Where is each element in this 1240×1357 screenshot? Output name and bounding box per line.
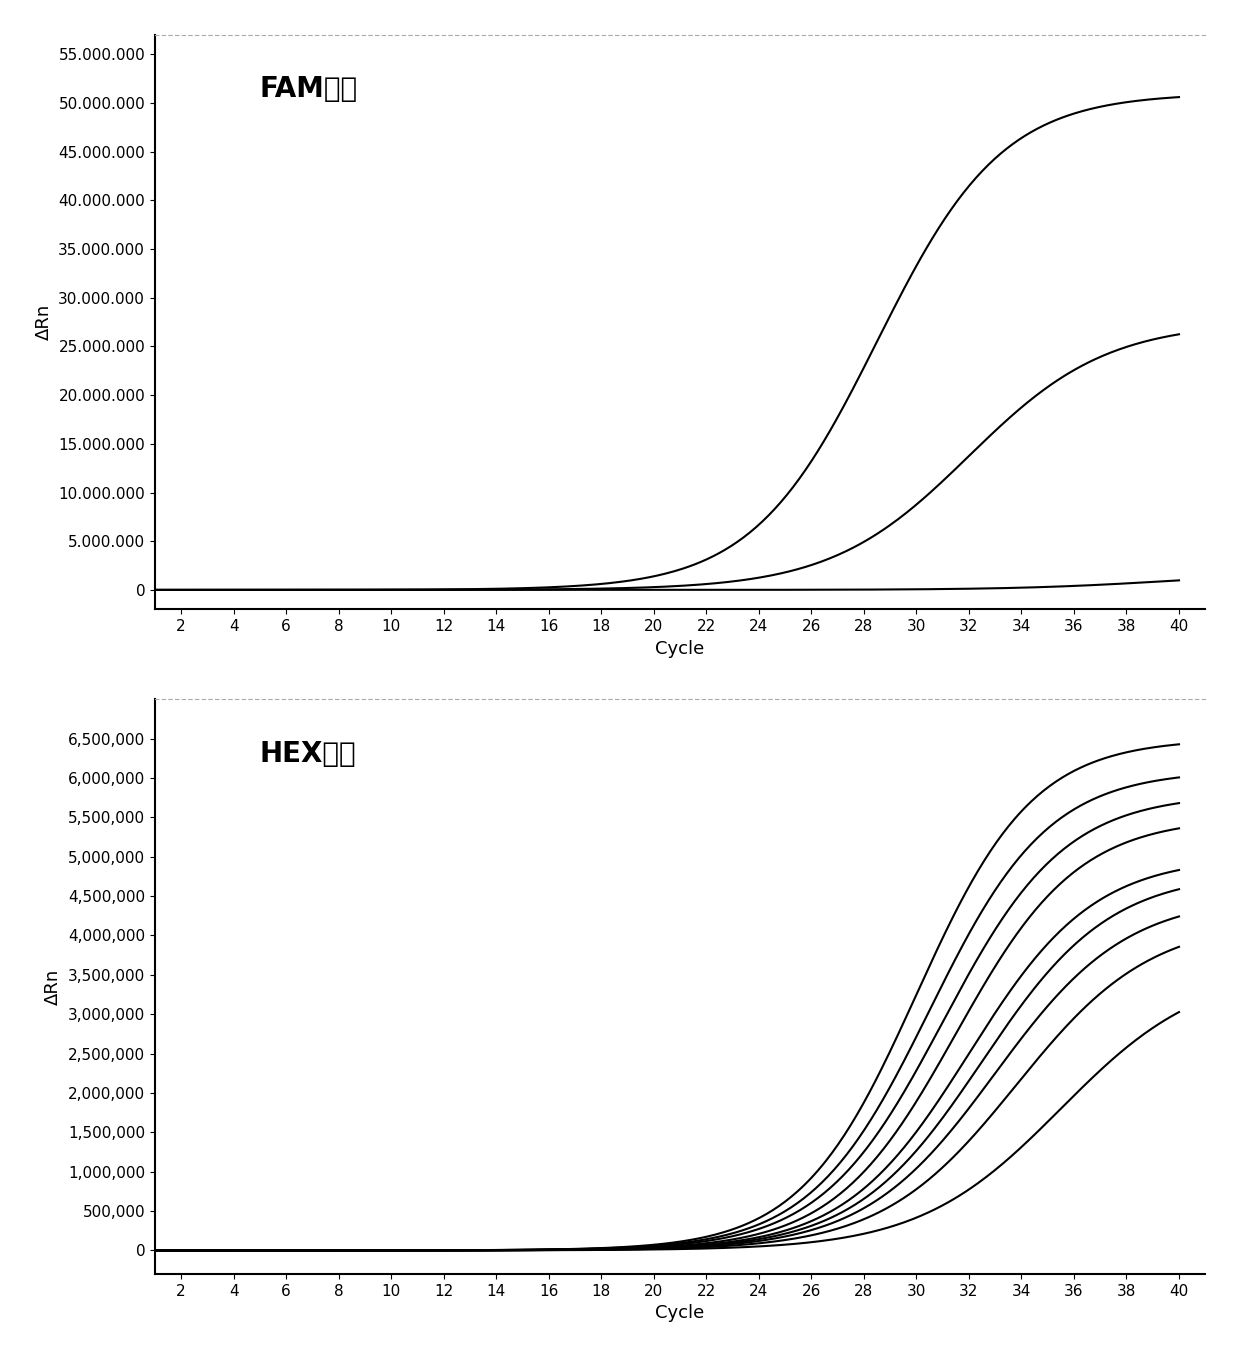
Text: HEX通道: HEX通道 (260, 740, 357, 768)
Text: FAM通道: FAM通道 (260, 75, 358, 103)
Y-axis label: ΔRn: ΔRn (35, 304, 53, 341)
X-axis label: Cycle: Cycle (656, 1304, 704, 1322)
Y-axis label: ΔRn: ΔRn (45, 969, 62, 1004)
X-axis label: Cycle: Cycle (656, 639, 704, 658)
